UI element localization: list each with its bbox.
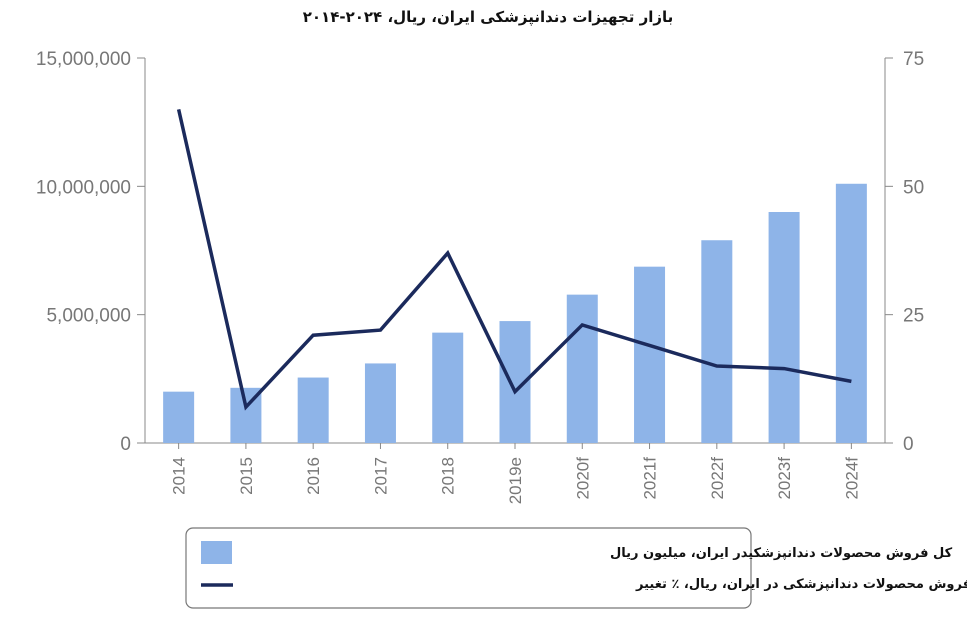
bar xyxy=(835,183,867,443)
left-tick-label: 10,000,000 xyxy=(36,177,131,198)
bar xyxy=(634,266,666,443)
left-tick-label: 0 xyxy=(120,434,131,455)
bar-series xyxy=(163,183,867,443)
bar xyxy=(566,294,598,443)
x-tick-label: 2017 xyxy=(371,457,390,495)
x-tick-label: 2015 xyxy=(237,457,256,495)
left-axis-ticks: 0 5,000,000 10,000,000 15,000,000 xyxy=(36,49,145,455)
bar xyxy=(432,332,464,443)
plot-area: 0 5,000,000 10,000,000 15,000,000 0 25 50 75 2… xyxy=(36,49,924,504)
x-axis-ticks: 2014 2015 2016 2017 2018 2019e 2020f 2021f 2022f… xyxy=(170,443,861,504)
x-tick-label: 2023f xyxy=(775,457,794,500)
bar xyxy=(701,240,733,443)
bar xyxy=(364,363,396,443)
legend-bar-swatch xyxy=(201,541,232,564)
left-tick-label: 15,000,000 xyxy=(36,49,131,70)
x-tick-label: 2020f xyxy=(573,457,592,500)
bar xyxy=(297,377,329,443)
chart-title: بازار تجهیزات دندانپزشکی ایران، ریال، ۲۰… xyxy=(303,8,674,27)
legend-line-label: کل فروش محصولات دندانپزشکی در ایران، ریا… xyxy=(635,577,967,592)
line-series xyxy=(176,108,852,411)
right-tick-label: 25 xyxy=(903,306,924,327)
right-tick-label: 75 xyxy=(903,49,924,70)
x-tick-label: 2019e xyxy=(506,457,525,504)
legend-box xyxy=(185,527,752,609)
x-tick-label: 2024f xyxy=(842,457,861,500)
x-tick-label: 2014 xyxy=(170,457,189,495)
left-tick-label: 5,000,000 xyxy=(46,306,131,327)
legend: کل فروش محصولات دندانپزشکیدر ایران، میلی… xyxy=(185,527,967,609)
bar xyxy=(768,212,800,443)
bar xyxy=(163,391,195,443)
right-axis-ticks: 0 25 50 75 xyxy=(885,49,924,455)
right-tick-label: 0 xyxy=(903,434,914,455)
x-tick-label: 2016 xyxy=(304,457,323,495)
right-tick-label: 50 xyxy=(903,177,924,198)
x-tick-label: 2018 xyxy=(439,457,458,495)
x-tick-label: 2022f xyxy=(708,457,727,500)
x-tick-label: 2021f xyxy=(641,457,660,500)
legend-bar-label: کل فروش محصولات دندانپزشکیدر ایران، میلی… xyxy=(610,546,953,561)
